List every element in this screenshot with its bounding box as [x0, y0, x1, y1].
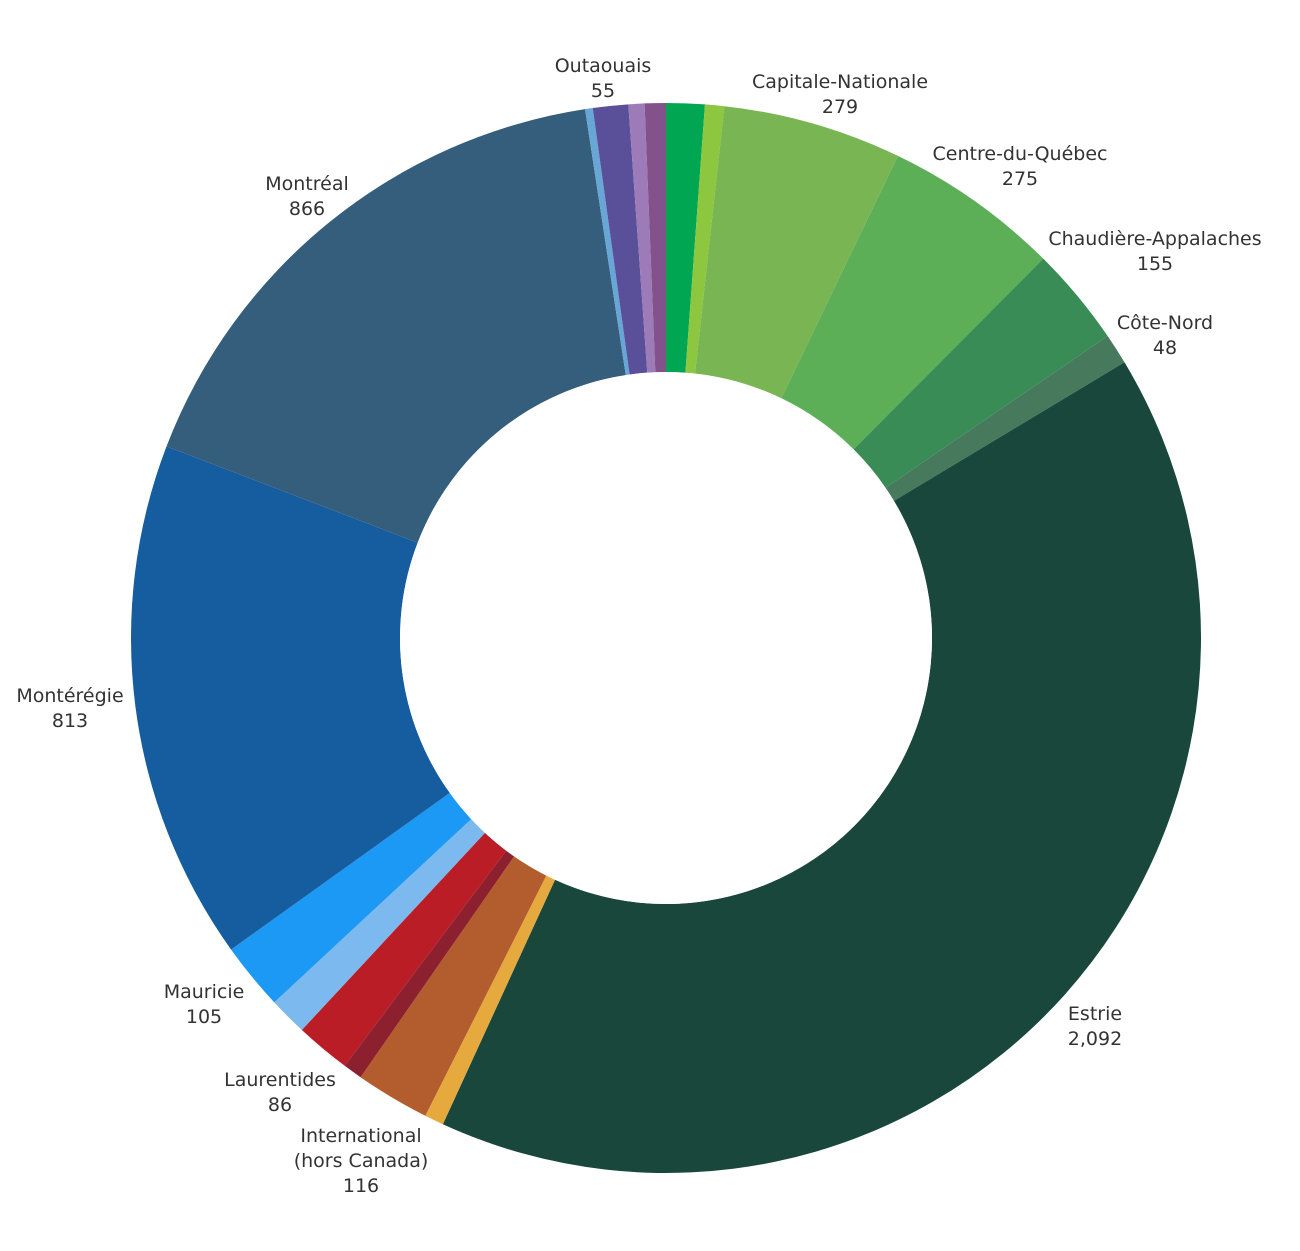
slice-nord-du-quebec	[585, 108, 630, 376]
slice-estrie	[442, 362, 1202, 1174]
slice-capitale-nationale	[695, 106, 898, 399]
slice-centre-du-quebec-region-dark-green-small	[666, 103, 705, 373]
donut-hole	[400, 372, 932, 904]
slice-abitibi	[644, 103, 666, 373]
slice-cote-nord	[885, 336, 1125, 501]
slice-label-montreal: Montréal	[265, 173, 349, 195]
slice-label-international-hors-canada: (hors Canada)	[294, 1150, 429, 1172]
value-label-laurentides: 86	[268, 1094, 292, 1116]
slice-label-cote-nord: Côte-Nord	[1117, 312, 1213, 334]
value-label-mauricie: 105	[186, 1006, 222, 1028]
slice-laurentides	[301, 832, 507, 1066]
value-label-monteregie: 813	[52, 710, 88, 732]
value-label-montreal: 866	[289, 198, 325, 220]
slice-mauricie	[231, 792, 472, 1003]
slice-saguenay	[628, 103, 656, 373]
slice-capitale-nationale-light	[685, 104, 725, 374]
slice-international-hors-canada	[360, 856, 547, 1116]
value-label-outaouais: 55	[591, 80, 615, 102]
slice-label-centre-du-quebec: Centre-du-Québec	[933, 143, 1108, 165]
slice-monteregie	[131, 446, 450, 950]
slice-label-estrie: Estrie	[1068, 1003, 1122, 1025]
slice-centre-du-quebec	[781, 155, 1044, 450]
slice-labels: Outaouais 55 Capitale-Nationale 279 Centre-d…	[16, 55, 1261, 1197]
slice-outaouais	[592, 104, 648, 375]
slice-laval	[274, 819, 485, 1030]
slice-lanaudiere	[344, 850, 515, 1078]
value-label-centre-du-quebec: 275	[1002, 168, 1038, 190]
slice-label-outaouais: Outaouais	[555, 55, 652, 77]
value-label-international-hors-canada: 116	[343, 1175, 379, 1197]
slice-label-laurentides: Laurentides	[224, 1069, 336, 1091]
slice-label-monteregie: Montérégie	[16, 685, 123, 707]
value-label-chaudiere-appalaches: 155	[1137, 253, 1173, 275]
slice-label-capitale-nationale: Capitale-Nationale	[752, 71, 928, 93]
donut-slices	[131, 103, 1202, 1174]
slice-montreal	[166, 109, 626, 543]
value-label-capitale-nationale: 279	[822, 96, 858, 118]
slice-gaspesie	[425, 875, 556, 1125]
value-label-cote-nord: 48	[1153, 337, 1177, 359]
slice-label-chaudiere-appalaches: Chaudière-Appalaches	[1048, 228, 1261, 250]
slice-label-international-hors-canada: International	[300, 1125, 421, 1147]
slice-label-mauricie: Mauricie	[164, 981, 245, 1003]
slice-chaudiere-appalaches	[853, 258, 1108, 488]
value-label-estrie: 2,092	[1068, 1028, 1122, 1050]
